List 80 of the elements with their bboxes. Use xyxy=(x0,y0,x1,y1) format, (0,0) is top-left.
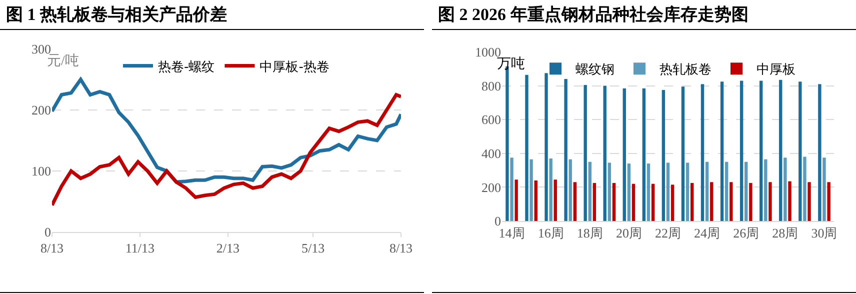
line-series xyxy=(52,93,401,207)
bar xyxy=(690,182,694,221)
x-tick-label: 16周 xyxy=(538,226,564,241)
x-tick-label: 8/13 xyxy=(389,240,413,256)
bar xyxy=(592,182,596,221)
bar xyxy=(818,84,822,221)
bar xyxy=(510,158,514,221)
x-tick-label: 28周 xyxy=(772,226,798,241)
line-series xyxy=(52,78,401,184)
x-tick-label: 26周 xyxy=(733,226,760,241)
bar xyxy=(764,159,768,221)
bar xyxy=(666,162,670,221)
bar xyxy=(710,182,714,221)
bar xyxy=(686,162,690,221)
bar xyxy=(808,182,811,221)
bar xyxy=(705,162,709,221)
y-tick-label: 0 xyxy=(494,214,501,229)
bar xyxy=(608,162,612,221)
bar xyxy=(573,182,576,221)
y-tick-label: 100 xyxy=(32,164,51,179)
bar xyxy=(788,181,792,221)
bar xyxy=(700,84,704,221)
x-tick-label: 5/13 xyxy=(301,240,325,256)
bar xyxy=(646,164,650,221)
bar xyxy=(525,74,528,221)
y-tick-label: 600 xyxy=(482,112,501,128)
bar xyxy=(803,156,806,221)
bar xyxy=(784,158,787,221)
bar xyxy=(632,184,636,221)
x-tick-label: 8/13 xyxy=(40,240,64,256)
bar xyxy=(564,79,568,221)
x-tick-label: 11/13 xyxy=(125,240,155,256)
bar xyxy=(662,90,666,221)
x-tick-label: 24周 xyxy=(694,226,720,241)
bar xyxy=(730,182,733,221)
legend-label: 中厚板-热卷 xyxy=(260,60,330,75)
bar xyxy=(720,82,724,221)
bar xyxy=(627,164,631,221)
bar xyxy=(744,162,748,221)
x-tick-label: 30周 xyxy=(811,226,838,241)
bar xyxy=(760,80,763,221)
y-tick-label: 800 xyxy=(482,78,501,94)
bar xyxy=(603,86,606,221)
bar xyxy=(612,182,616,221)
bar xyxy=(568,159,572,221)
bar xyxy=(822,158,826,221)
bar xyxy=(534,180,538,221)
bar xyxy=(768,182,772,221)
bar xyxy=(642,88,646,221)
chart-title: 图 1 热轧板卷与相关产品价差 xyxy=(0,0,424,30)
legend-label: 螺纹钢 xyxy=(576,62,614,78)
bar xyxy=(622,88,626,221)
y-tick-label: 0 xyxy=(44,224,51,240)
bar xyxy=(588,162,592,221)
x-tick-label: 22周 xyxy=(655,226,681,241)
bar xyxy=(681,86,685,221)
x-tick-label: 14周 xyxy=(498,226,525,241)
x-tick-label: 2/13 xyxy=(216,240,240,256)
bar xyxy=(514,180,518,221)
legend-label: 中厚板 xyxy=(756,62,796,78)
x-tick-label: 20周 xyxy=(616,226,642,241)
bar xyxy=(724,162,728,221)
legend-label: 热轧板卷 xyxy=(660,62,712,78)
y-tick-label: 400 xyxy=(482,146,501,161)
bar xyxy=(530,159,533,221)
bar xyxy=(827,182,830,221)
bar xyxy=(740,80,744,221)
bar xyxy=(554,180,557,221)
bar xyxy=(651,184,655,221)
legend-label: 热卷-螺纹 xyxy=(158,60,215,75)
chart-title: 图 2 2026 年重点钢材品种社会库存走势图 xyxy=(432,0,856,30)
bar xyxy=(779,80,782,221)
bar xyxy=(549,158,552,221)
bar xyxy=(798,82,802,221)
bar xyxy=(584,84,587,221)
y-tick-label: 200 xyxy=(482,180,501,195)
bar xyxy=(749,182,752,221)
bar xyxy=(670,184,674,221)
x-tick-label: 18周 xyxy=(576,226,603,241)
y-tick-label: 200 xyxy=(32,102,51,118)
